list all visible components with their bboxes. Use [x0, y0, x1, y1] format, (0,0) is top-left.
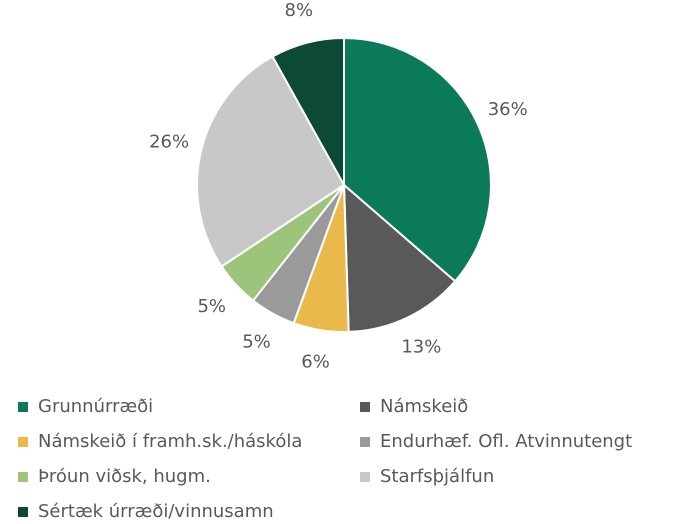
legend-marker — [18, 402, 28, 412]
pie-slice — [271, 36, 345, 189]
legend-label: Starfsþjálfun — [380, 466, 494, 487]
legend-label: Námskeið í framh.sk./háskóla — [38, 431, 302, 452]
data-label: 5% — [242, 331, 271, 352]
legend-marker — [360, 402, 370, 412]
legend-label: Þróun viðsk, hugm. — [38, 466, 211, 487]
data-label: 6% — [301, 352, 330, 373]
legend-marker — [18, 437, 28, 447]
legend-label: Sértæk úrræði/vinnusamn — [38, 501, 274, 522]
legend-marker — [360, 437, 370, 447]
pie-slice — [343, 36, 492, 283]
data-label: 5% — [197, 296, 226, 317]
data-label: 8% — [285, 0, 314, 21]
data-label: 26% — [149, 132, 189, 153]
pie-slice — [196, 55, 346, 268]
legend-label: Endurhæf. Ofl. Atvinnutengt — [380, 431, 632, 452]
data-label: 13% — [401, 337, 441, 358]
legend-marker — [360, 472, 370, 482]
legend-label: Námskeið — [380, 396, 468, 417]
legend-marker — [18, 472, 28, 482]
legend-label: Grunnúrræði — [38, 396, 153, 417]
data-label: 36% — [488, 99, 528, 120]
legend-marker — [18, 507, 28, 517]
pie-slice — [342, 182, 457, 333]
